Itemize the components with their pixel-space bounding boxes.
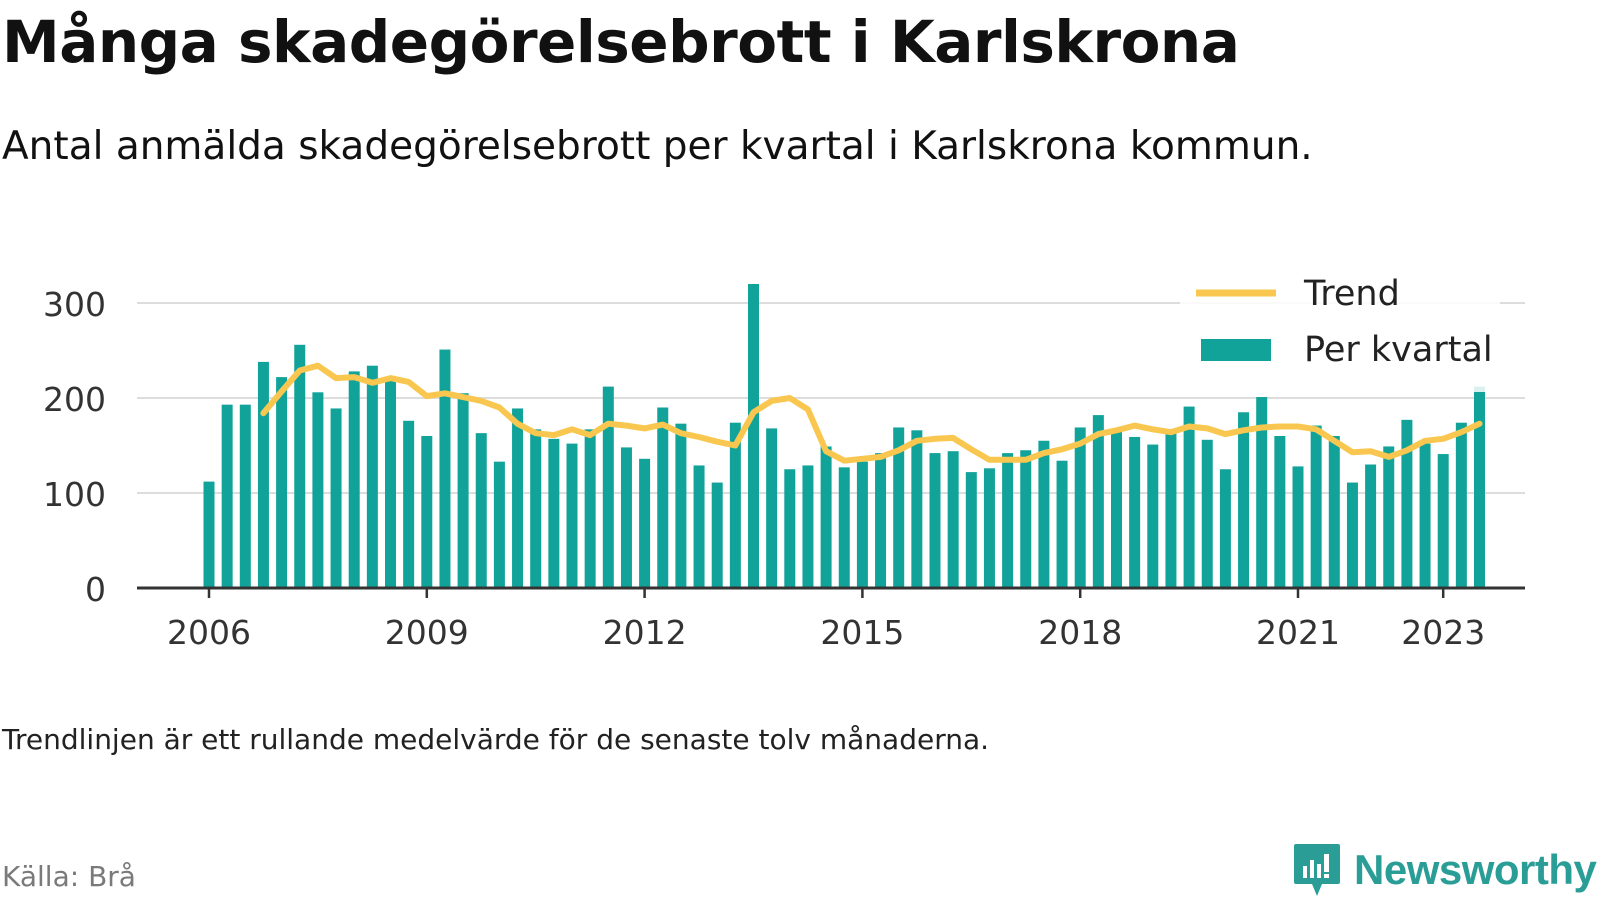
bar <box>1020 450 1032 588</box>
bar <box>893 427 905 588</box>
bar <box>1183 406 1195 588</box>
bar <box>657 407 669 588</box>
y-tick-label: 200 <box>43 380 106 419</box>
bar <box>1038 440 1050 588</box>
bar <box>1292 466 1304 588</box>
trend-series <box>260 362 1483 464</box>
bar <box>1201 439 1213 588</box>
bar <box>1310 425 1322 588</box>
bar <box>911 430 923 588</box>
bar <box>385 377 396 588</box>
bar <box>1419 443 1431 588</box>
bar <box>820 446 832 588</box>
x-tick-label: 2018 <box>1038 613 1122 652</box>
bar <box>566 443 578 588</box>
bar <box>766 428 778 588</box>
x-tick-label: 2023 <box>1401 613 1485 652</box>
bar <box>1274 436 1286 588</box>
newsworthy-logo-icon <box>1294 844 1340 896</box>
bar <box>620 447 632 588</box>
bar <box>312 392 324 588</box>
legend: Trend Per kvartal <box>1180 272 1500 392</box>
bar <box>257 361 269 588</box>
bar <box>330 408 342 588</box>
bar <box>1256 397 1268 588</box>
bar <box>838 467 850 588</box>
bar <box>1092 415 1104 588</box>
bar <box>475 433 487 588</box>
bar <box>421 436 433 588</box>
legend-bar-label: Per kvartal <box>1304 330 1493 370</box>
bar <box>584 429 596 588</box>
bar <box>675 423 687 588</box>
x-tick-label: 2021 <box>1256 613 1340 652</box>
bar <box>294 344 306 588</box>
bar <box>711 482 723 588</box>
chart-subtitle: Antal anmälda skadegörelsebrott per kvar… <box>2 124 1313 169</box>
bar <box>1129 436 1141 588</box>
bar <box>1365 464 1377 588</box>
bar <box>1455 422 1467 588</box>
bar <box>693 465 705 588</box>
bar <box>1401 419 1413 588</box>
bar <box>1328 436 1340 588</box>
x-tick-label: 2006 <box>167 613 251 652</box>
legend-trend-label: Trend <box>1303 274 1400 314</box>
brand-logo-group[interactable]: Newsworthy <box>1292 842 1597 898</box>
bar <box>602 386 614 588</box>
bar <box>947 451 959 588</box>
trend-line <box>260 362 1483 464</box>
y-tick-label: 300 <box>43 285 106 324</box>
bar <box>1219 469 1231 588</box>
bar <box>366 365 378 588</box>
y-tick-label: 100 <box>43 475 106 514</box>
bar <box>1165 431 1177 588</box>
bar <box>983 468 995 588</box>
bar <box>965 472 977 588</box>
bar <box>1074 427 1086 588</box>
axes: 0 100 200 300 2006 2009 2012 2015 2018 2021 2023 <box>43 285 1525 652</box>
footnote: Trendlinjen är ett rullande medelvärde f… <box>2 723 990 756</box>
y-tick-label: 0 <box>85 570 106 609</box>
bar <box>929 453 941 588</box>
bar <box>457 393 469 588</box>
bar-series <box>203 284 1485 588</box>
bar <box>276 377 288 588</box>
source-label: Källa: Brå <box>2 860 136 893</box>
bar <box>875 453 887 588</box>
bar <box>856 461 868 588</box>
bar <box>512 408 524 588</box>
bar <box>1147 444 1159 588</box>
bar <box>1437 454 1449 588</box>
bar <box>639 458 651 588</box>
bar <box>1002 453 1014 588</box>
bar <box>729 422 741 588</box>
bar <box>1474 386 1485 588</box>
bar <box>203 481 215 588</box>
x-tick-label: 2009 <box>385 613 469 652</box>
bar <box>530 429 542 588</box>
bar <box>403 420 415 588</box>
bar <box>784 469 796 588</box>
bar <box>348 371 360 588</box>
bar <box>239 404 251 588</box>
bar <box>1238 412 1250 588</box>
bar <box>1383 446 1395 588</box>
x-tick-label: 2015 <box>820 613 904 652</box>
bar <box>802 465 814 588</box>
x-tick-label: 2012 <box>603 613 687 652</box>
bar <box>493 461 505 588</box>
chart-title: Många skadegörelsebrott i Karlskrona <box>2 8 1240 76</box>
bar <box>439 349 451 588</box>
bar <box>748 284 759 588</box>
bar <box>1346 482 1358 588</box>
bar <box>1056 460 1068 588</box>
legend-bar-swatch <box>1201 339 1271 361</box>
bar <box>548 438 560 588</box>
quarterly-bar-chart: 0 100 200 300 2006 2009 2012 2015 2018 2021 2023 T… <box>43 272 1525 652</box>
bar <box>1111 429 1122 588</box>
brand-name: Newsworthy <box>1354 846 1597 893</box>
bar <box>221 404 233 588</box>
